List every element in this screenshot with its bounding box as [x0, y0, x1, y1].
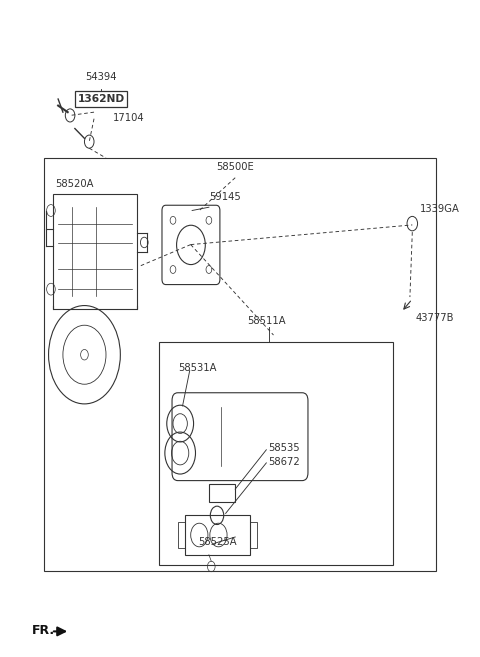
Text: 58520A: 58520A: [56, 179, 94, 189]
Text: 58672: 58672: [268, 457, 300, 467]
Text: 58525A: 58525A: [198, 537, 236, 547]
Bar: [44, 158, 436, 571]
Bar: [178, 522, 185, 548]
Text: 58531A: 58531A: [178, 363, 216, 373]
Text: 58511A: 58511A: [247, 316, 286, 326]
Bar: [53, 194, 137, 309]
Text: 59145: 59145: [209, 192, 240, 202]
Bar: [250, 522, 257, 548]
Text: 58535: 58535: [268, 443, 300, 453]
Text: 17104: 17104: [113, 114, 145, 124]
Text: 1362ND: 1362ND: [78, 94, 125, 104]
Text: FR.: FR.: [32, 623, 55, 637]
Text: 1339GA: 1339GA: [420, 204, 459, 214]
Bar: [158, 342, 393, 564]
Bar: [185, 515, 250, 555]
Text: 43777B: 43777B: [415, 313, 454, 323]
Text: 54394: 54394: [85, 72, 117, 82]
Text: 58500E: 58500E: [216, 162, 254, 173]
Bar: [209, 484, 235, 502]
